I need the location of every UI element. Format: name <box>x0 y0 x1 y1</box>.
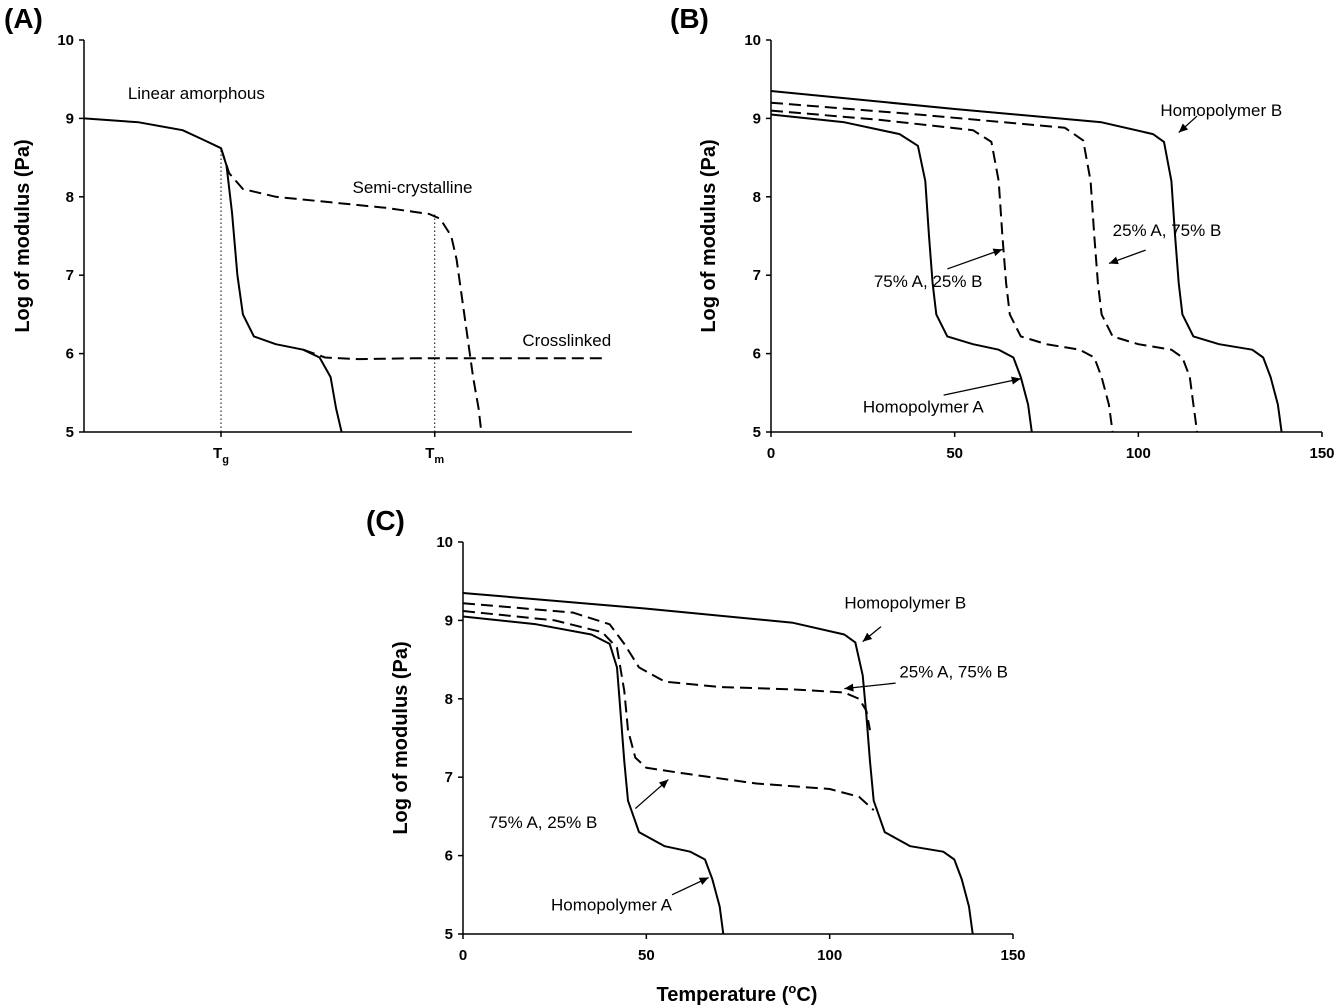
y-tick-label-a: 6 <box>66 346 74 363</box>
annotation-a-crosslinked: Crosslinked <box>522 331 611 350</box>
annotation-b-75pct-a-25pct-b: 75% A, 25% B <box>874 272 983 291</box>
y-tick-label-b: 5 <box>753 424 761 441</box>
panel-label-b: (B) <box>670 3 709 34</box>
series-line-a-linear-amorphous <box>83 117 343 433</box>
x-tick-label-c: 150 <box>1000 947 1025 964</box>
series-line-c-homopolymer-a <box>462 615 725 935</box>
x-tick-label-b: 100 <box>1126 445 1151 462</box>
panel-label-a: (A) <box>4 3 43 34</box>
y-tick-label-a: 7 <box>66 267 74 284</box>
y-tick-label-b: 10 <box>744 32 761 49</box>
annotation-c-25pct-a-75pct-b: 25% A, 75% B <box>899 663 1008 682</box>
panel-a-chart: (A) Log of modulus (Pa) 5 6 7 8 9 10 Tg Tm Line… <box>4 3 632 466</box>
x-tick-label-b: 150 <box>1309 445 1334 462</box>
y-tick-label-c: 7 <box>445 769 453 786</box>
annotation-a-semi-crystalline: Semi-crystalline <box>353 178 473 197</box>
series-line-c-homopolymer-b <box>462 592 974 935</box>
y-tick-label-c: 6 <box>445 848 453 865</box>
y-tick-label-c: 9 <box>445 612 453 629</box>
annotation-c-homopolymer-a: Homopolymer A <box>551 895 673 914</box>
arrow-c-75pct-a-25pct-b <box>634 779 669 810</box>
series-line-b-75pct-a-25pct-b <box>770 109 1114 433</box>
y-tick-label-a: 10 <box>57 32 74 49</box>
y-tick-label-a: 9 <box>66 110 74 127</box>
y-tick-label-c: 10 <box>436 534 453 551</box>
x-tick-label-b: 50 <box>946 445 963 462</box>
annotation-c-homopolymer-b: Homopolymer B <box>844 594 966 613</box>
arrow-c-homopolymer-b <box>862 626 882 643</box>
x-tick-label-a-m: Tm <box>425 445 444 466</box>
series-line-c-25pct-a-75pct-b <box>462 602 871 731</box>
y-axis-label-a: Log of modulus (Pa) <box>12 139 34 332</box>
series-line-c-75pct-a-25pct-b <box>462 610 875 811</box>
arrow-c-homopolymer-a <box>671 876 709 896</box>
series-line-a-crosslinked <box>302 348 605 361</box>
series-line-a-semi-crystalline <box>220 147 483 433</box>
annotation-c-75pct-a-25pct-b: 75% A, 25% B <box>489 813 598 832</box>
y-tick-label-c: 8 <box>445 691 453 708</box>
y-axis-label-b: Log of modulus (Pa) <box>698 139 720 332</box>
y-tick-label-b: 7 <box>753 267 761 284</box>
annotation-a-linear-amorphous: Linear amorphous <box>128 84 265 103</box>
series-line-b-25pct-a-75pct-b <box>770 101 1199 433</box>
arrow-b-homopolymer-b <box>1178 115 1198 133</box>
annotation-b-homopolymer-a: Homopolymer A <box>863 397 985 416</box>
panel-label-c: (C) <box>366 505 405 536</box>
x-tick-label-a-g: Tg <box>213 445 229 466</box>
arrow-c-25pct-a-75pct-b <box>844 682 896 692</box>
annotation-b-25pct-a-75pct-b: 25% A, 75% B <box>1113 221 1222 240</box>
y-tick-label-b: 6 <box>753 346 761 363</box>
arrow-b-25pct-a-75pct-b <box>1108 249 1146 265</box>
panel-c-chart: (C) Log of modulus (Pa) Temperature (oC)… <box>366 505 1026 1006</box>
x-tick-label-c: 0 <box>459 947 467 964</box>
y-tick-label-c: 5 <box>445 926 453 943</box>
annotation-b-homopolymer-b: Homopolymer B <box>1160 101 1282 120</box>
arrow-b-75pct-a-25pct-b <box>947 248 1003 270</box>
y-tick-label-a: 5 <box>66 424 74 441</box>
series-line-b-homopolymer-a <box>770 113 1033 433</box>
y-tick-label-b: 9 <box>753 110 761 127</box>
x-axis-label-c: Temperature (oC) <box>657 981 818 1006</box>
y-tick-label-b: 8 <box>753 189 761 206</box>
y-axis-label-c: Log of modulus (Pa) <box>390 641 412 834</box>
x-tick-label-b: 0 <box>767 445 775 462</box>
y-tick-label-a: 8 <box>66 189 74 206</box>
series-line-b-homopolymer-b <box>770 90 1283 433</box>
x-tick-label-c: 100 <box>817 947 842 964</box>
x-tick-label-c: 50 <box>638 947 655 964</box>
arrow-b-homopolymer-a <box>943 376 1021 396</box>
